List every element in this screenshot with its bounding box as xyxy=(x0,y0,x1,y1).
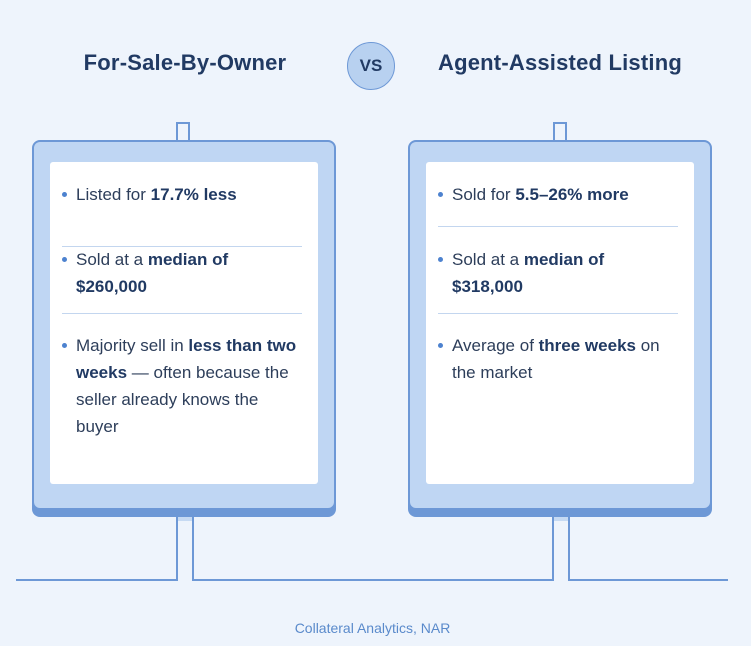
divider xyxy=(438,226,678,227)
bullet-icon xyxy=(438,257,443,262)
list-item: Sold for 5.5–26% more xyxy=(438,181,678,208)
left-sign-post xyxy=(176,509,194,581)
list-item: Average of three weeks on the market xyxy=(438,332,678,386)
bullet-icon xyxy=(62,343,67,348)
fsbo-heading: For-Sale-By-Owner xyxy=(83,50,287,75)
bullet-icon xyxy=(438,343,443,348)
agent-panel: Sold for 5.5–26% more Sold at a median o… xyxy=(426,162,694,484)
item-text: Sold at a median of $318,000 xyxy=(452,250,605,296)
fsbo-sign: Listed for 17.7% less Sold at a median o… xyxy=(32,140,336,510)
left-post-cap xyxy=(178,509,192,521)
right-sign-post xyxy=(552,509,570,581)
item-text: Sold for 5.5–26% more xyxy=(452,185,629,204)
right-sign-hook xyxy=(553,122,567,141)
bullet-icon xyxy=(62,257,67,262)
divider xyxy=(62,246,302,247)
agent-sign: Sold for 5.5–26% more Sold at a median o… xyxy=(408,140,712,510)
list-item: Sold at a median of $318,000 xyxy=(438,246,678,300)
item-text: Majority sell in less than two weeks — o… xyxy=(76,336,297,436)
agent-heading: Agent-Assisted Listing xyxy=(438,50,682,75)
ground-line xyxy=(16,579,728,581)
divider xyxy=(438,313,678,314)
vs-badge: VS xyxy=(347,42,395,90)
list-item: Sold at a median of $260,000 xyxy=(62,246,302,300)
bullet-icon xyxy=(62,192,67,197)
right-post-cap xyxy=(554,509,568,521)
item-text: Average of three weeks on the market xyxy=(452,336,660,382)
vs-label: VS xyxy=(359,56,383,75)
list-item: Majority sell in less than two weeks — o… xyxy=(62,332,302,440)
item-text: Listed for 17.7% less xyxy=(76,185,237,204)
list-item: Listed for 17.7% less xyxy=(62,181,302,208)
divider xyxy=(62,313,302,314)
source-caption: Collateral Analytics, NAR xyxy=(294,620,451,636)
fsbo-panel: Listed for 17.7% less Sold at a median o… xyxy=(50,162,318,484)
item-text: Sold at a median of $260,000 xyxy=(76,250,229,296)
bullet-icon xyxy=(438,192,443,197)
left-sign-hook xyxy=(176,122,190,141)
